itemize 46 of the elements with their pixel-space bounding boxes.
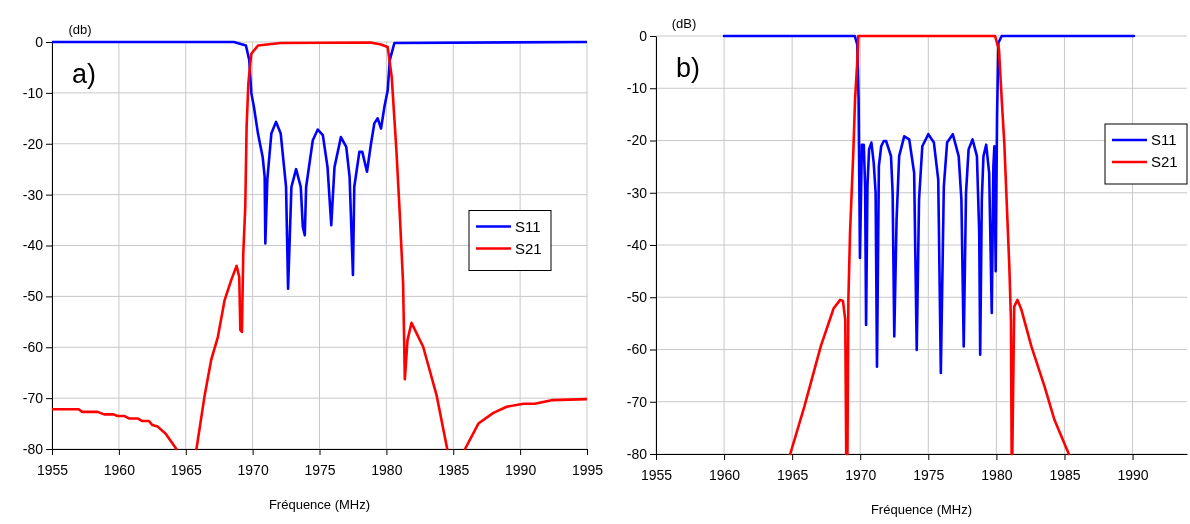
legend-label: S11: [515, 217, 541, 235]
line-series: [722, 34, 1136, 375]
x-tick-label: 1980: [981, 466, 1013, 483]
x-tick-label: 1960: [709, 466, 741, 483]
y-tick-label: -10: [22, 84, 44, 101]
y-tick-label: -20: [626, 132, 648, 149]
x-tick-label: 1955: [36, 461, 69, 478]
x-tick-label: 1970: [237, 461, 269, 478]
x-tick-label: 1960: [103, 461, 136, 478]
legend-label: S21: [515, 239, 542, 257]
y-tick-label: -50: [626, 289, 648, 306]
y-tick-label: -50: [22, 288, 44, 305]
y-tick-label: 0: [639, 27, 648, 44]
legend-label: S21: [1151, 153, 1178, 170]
x-tick-label: 1980: [371, 461, 403, 478]
y-tick-label: -30: [626, 184, 648, 201]
legend-label: S11: [1151, 131, 1177, 148]
x-tick-label: 1990: [1117, 466, 1149, 483]
x-tick-label: 1970: [845, 466, 877, 483]
x-axis-title: Fréquence (MHz): [870, 502, 973, 517]
x-tick-label: 1975: [304, 461, 336, 478]
x-tick-label: 1965: [170, 461, 203, 478]
y-tick-label: -80: [626, 445, 648, 462]
x-tick-label: 1955: [640, 466, 673, 483]
x-axis-title: Fréquence (MHz): [268, 497, 371, 512]
y-tick-label: -70: [22, 390, 44, 407]
y-tick-label: -80: [22, 440, 44, 457]
y-tick-label: -40: [626, 236, 648, 253]
x-tick-label: 1985: [1049, 466, 1081, 483]
y-tick-label: -60: [626, 341, 648, 358]
y-tick-label: -70: [626, 393, 648, 410]
y-tick-label: -60: [22, 339, 44, 356]
y-axis-title: (dB): [671, 16, 697, 31]
y-axis-title: (db): [68, 22, 92, 37]
y-tick-label: 0: [35, 33, 44, 50]
y-tick-label: -40: [22, 237, 44, 254]
x-tick-label: 1975: [913, 466, 945, 483]
y-tick-label: -10: [626, 80, 648, 97]
text: a): [72, 59, 97, 89]
text: b): [676, 53, 701, 83]
x-tick-label: 1965: [777, 466, 809, 483]
y-tick-label: -30: [22, 186, 44, 203]
x-tick-label: 1985: [438, 461, 470, 478]
x-tick-label: 1995: [571, 461, 604, 478]
x-tick-label: 1990: [505, 461, 537, 478]
y-tick-label: -20: [22, 135, 44, 152]
